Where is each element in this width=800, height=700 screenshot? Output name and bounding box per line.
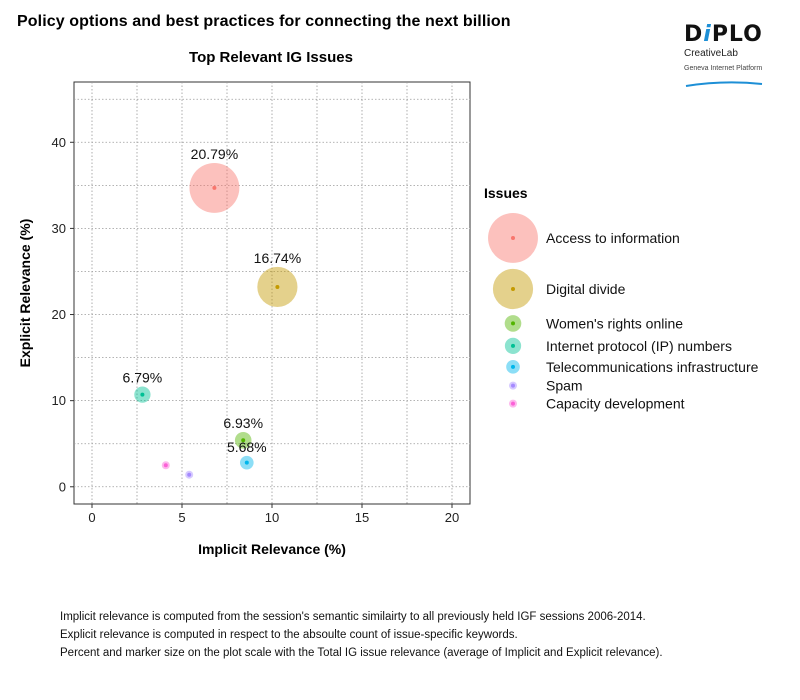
data-points (134, 162, 298, 479)
grid (74, 82, 470, 504)
data-labels: 20.79% 16.74% 6.93% 6.79% 5.68% (123, 146, 302, 455)
legend-key-center (511, 343, 515, 348)
point-center (275, 284, 280, 289)
legend-label: Telecommunications infrastructure (546, 359, 759, 375)
data-label: 6.93% (223, 415, 263, 431)
legend-label: Spam (546, 378, 583, 394)
point-center (241, 438, 246, 443)
legend-key-center (511, 321, 515, 326)
axis-ticks: 0 5 10 15 20 0 10 20 30 40 (52, 135, 460, 525)
x-tick-label: 0 (88, 510, 95, 525)
footnote: Percent and marker size on the plot scal… (60, 647, 663, 659)
legend: Issues Access to information Digital divi… (484, 185, 759, 412)
legend-label: Digital divide (546, 281, 626, 297)
point-center (244, 460, 249, 465)
legend-key-center (511, 286, 515, 291)
y-tick-label: 30 (52, 221, 66, 236)
legend-label: Capacity development (546, 396, 685, 412)
x-tick-label: 10 (265, 510, 279, 525)
legend-key-center (511, 364, 515, 369)
logo-line1: CreativeLab (684, 48, 738, 59)
logo-swoosh-icon (685, 81, 763, 87)
y-tick-label: 40 (52, 135, 66, 150)
diplo-logo: DiPLO CreativeLab Geneva Internet Platfo… (684, 22, 774, 92)
data-label: 5.68% (227, 439, 267, 455)
point-center (140, 392, 145, 397)
point-center (187, 472, 192, 477)
x-tick-label: 5 (178, 510, 185, 525)
legend-label: Women's rights online (546, 315, 683, 331)
legend-label: Access to information (546, 230, 680, 246)
data-label: 6.79% (123, 369, 163, 385)
x-tick-label: 20 (445, 510, 459, 525)
data-label: 20.79% (191, 146, 238, 162)
y-axis-label: Explicit Relevance (%) (17, 219, 33, 368)
y-tick-label: 20 (52, 307, 66, 322)
y-tick-label: 10 (52, 393, 66, 408)
point-center (163, 463, 168, 468)
point-center (212, 185, 217, 190)
legend-key-center (511, 401, 515, 406)
legend-title: Issues (484, 185, 528, 201)
page-title: Policy options and best practices for co… (17, 13, 511, 30)
data-label: 16.74% (254, 250, 301, 266)
chart-title: Top Relevant IG Issues (189, 49, 353, 66)
footnote: Implicit relevance is computed from the … (60, 611, 646, 623)
logo-brand: DiPLO (684, 22, 763, 47)
y-tick-label: 0 (59, 479, 66, 494)
x-axis-label: Implicit Relevance (%) (198, 541, 346, 557)
legend-key-center (511, 383, 515, 388)
x-tick-label: 15 (355, 510, 369, 525)
legend-key-center (511, 235, 515, 240)
logo-line2: Geneva Internet Platform (684, 65, 763, 72)
footnote: Explicit relevance is computed in respec… (60, 629, 518, 641)
chart: Top Relevant IG Issues 0 5 10 15 20 0 10 20 30 40… (17, 49, 759, 557)
footnotes: Implicit relevance is computed from the … (60, 608, 663, 662)
legend-label: Internet protocol (IP) numbers (546, 338, 732, 354)
